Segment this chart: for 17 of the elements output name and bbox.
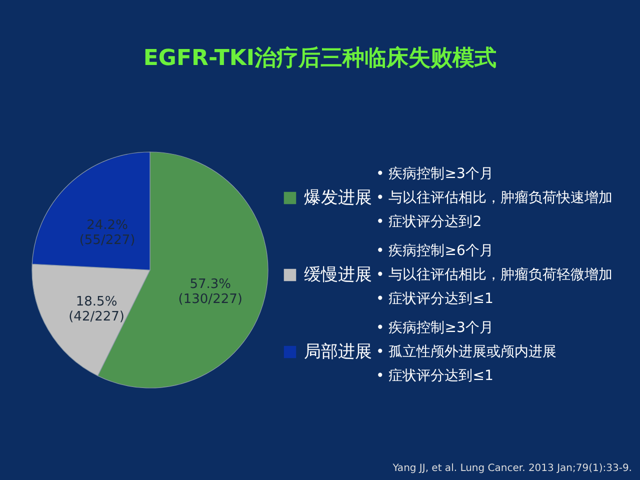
text: • 与以往评估相比，肿瘤负荷轻微增加: [376, 267, 613, 283]
data-label: 18.5% (42/227): [68, 294, 124, 324]
text: • 症状评分达到≤1: [376, 368, 494, 384]
text: • 孤立性颅外进展或颅内进展: [376, 344, 557, 360]
text: • 症状评分达到2: [376, 214, 482, 230]
text: • 症状评分达到≤1: [376, 291, 494, 307]
text: • 与以往评估相比，肿瘤负荷快速增加: [376, 190, 613, 206]
text: Yang JJ, et al. Lung Cancer. 2013 Jan;79(1):33-9.: [392, 463, 632, 474]
legend-label: 爆发进展: [304, 188, 372, 208]
text: • 疾病控制≥3个月: [376, 320, 494, 336]
legend-label: 局部进展: [304, 342, 372, 362]
text: • 疾病控制≥3个月: [376, 166, 494, 182]
data-label: 57.3% (130/227): [178, 277, 242, 308]
legend-label: 缓慢进展: [304, 265, 372, 285]
data-label: 24.2% (55/227): [79, 218, 136, 248]
text: • 疾病控制≥6个月: [376, 243, 494, 259]
chart-title: EGFR-TKI治疗后三种临床失败模式: [143, 45, 497, 71]
